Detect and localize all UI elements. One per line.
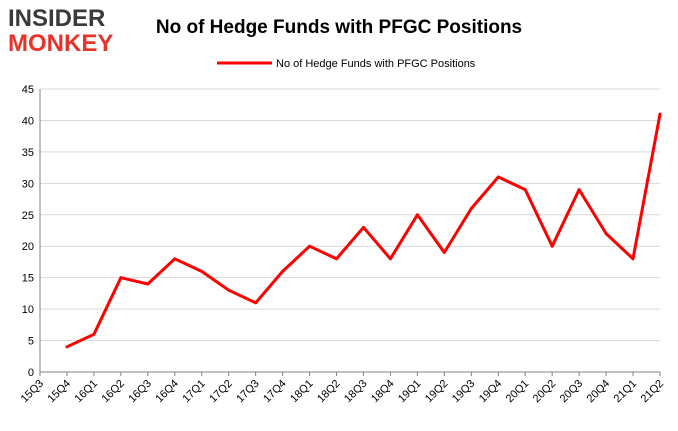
data-point <box>335 257 338 261</box>
y-tick-labels: 0 5 10 15 20 25 30 35 40 45 <box>22 84 34 379</box>
legend: No of Hedge Funds with PFGC Positions <box>217 58 476 70</box>
data-point <box>415 213 419 217</box>
y-tick-label: 0 <box>28 367 34 379</box>
x-tick-label: 16Q4 <box>153 378 181 406</box>
insider-monkey-logo: INSIDER MONKEY <box>8 5 113 57</box>
x-tick-label: 18Q1 <box>288 378 316 406</box>
x-tick-label: 16Q3 <box>126 378 154 406</box>
x-tick-label: 16Q2 <box>99 378 127 406</box>
data-point <box>119 276 123 280</box>
data-point <box>146 282 150 286</box>
series <box>65 112 662 349</box>
data-point <box>577 188 581 192</box>
data-point <box>442 251 446 254</box>
data-point <box>469 207 473 210</box>
data-point <box>523 188 527 192</box>
x-tick-labels: 15Q3 15Q4 16Q1 16Q2 16Q3 16Q4 17Q1 17Q2 17Q3 17Q4… <box>19 378 667 406</box>
data-point <box>227 288 231 292</box>
data-point <box>362 225 365 229</box>
data-point <box>308 244 311 248</box>
grid <box>40 88 660 342</box>
x-tick-label: 19Q3 <box>450 378 478 406</box>
data-point <box>200 269 204 273</box>
x-tick-label: 17Q1 <box>180 378 208 406</box>
data-point <box>92 332 96 336</box>
y-tick-label: 30 <box>22 178 34 190</box>
y-tick-label: 45 <box>22 84 34 96</box>
x-tick-label: 15Q4 <box>46 378 74 406</box>
data-point <box>631 257 635 261</box>
data-point <box>173 257 177 261</box>
data-point <box>550 244 554 248</box>
x-tick-label: 18Q3 <box>342 378 370 406</box>
x-tick-label: 18Q2 <box>315 378 343 406</box>
x-tick-label: 18Q4 <box>369 378 397 406</box>
y-tick-label: 20 <box>22 241 34 253</box>
y-tick-label: 5 <box>28 336 34 348</box>
x-tick-label: 17Q4 <box>261 378 289 406</box>
x-tick-label: 21Q2 <box>639 378 667 406</box>
x-tick-label: 17Q2 <box>207 378 235 406</box>
x-tick-label: 20Q4 <box>585 378 613 406</box>
data-point <box>254 301 258 305</box>
y-tick-label: 35 <box>22 147 34 159</box>
data-point <box>658 112 662 116</box>
x-tick-label: 19Q2 <box>423 378 451 406</box>
data-point <box>65 345 69 349</box>
data-point <box>281 269 285 273</box>
logo-line-2: MONKEY <box>8 30 113 57</box>
logo-line-1: INSIDER <box>8 5 105 32</box>
x-tick-label: 21Q1 <box>612 378 640 406</box>
x-tick-label: 20Q3 <box>558 378 586 406</box>
x-tick-label: 20Q2 <box>531 378 559 406</box>
x-tick-label: 20Q1 <box>504 378 532 406</box>
y-tick-label: 40 <box>22 115 34 127</box>
data-point <box>496 175 500 179</box>
x-tick-label: 15Q3 <box>19 378 47 406</box>
y-tick-label: 25 <box>22 210 34 222</box>
data-point <box>604 232 608 236</box>
data-point <box>389 257 392 261</box>
series-line <box>65 112 662 349</box>
y-tick-label: 15 <box>22 273 34 285</box>
legend-label: No of Hedge Funds with PFGC Positions <box>276 58 476 70</box>
y-tick-label: 10 <box>22 304 34 316</box>
chart-title: No of Hedge Funds with PFGC Positions <box>156 17 522 38</box>
x-tick-label: 16Q1 <box>73 378 101 406</box>
x-tick-label: 17Q3 <box>234 378 262 406</box>
axes <box>39 89 661 376</box>
x-tick-label: 19Q4 <box>477 378 505 406</box>
x-tick-label: 19Q1 <box>396 378 424 406</box>
